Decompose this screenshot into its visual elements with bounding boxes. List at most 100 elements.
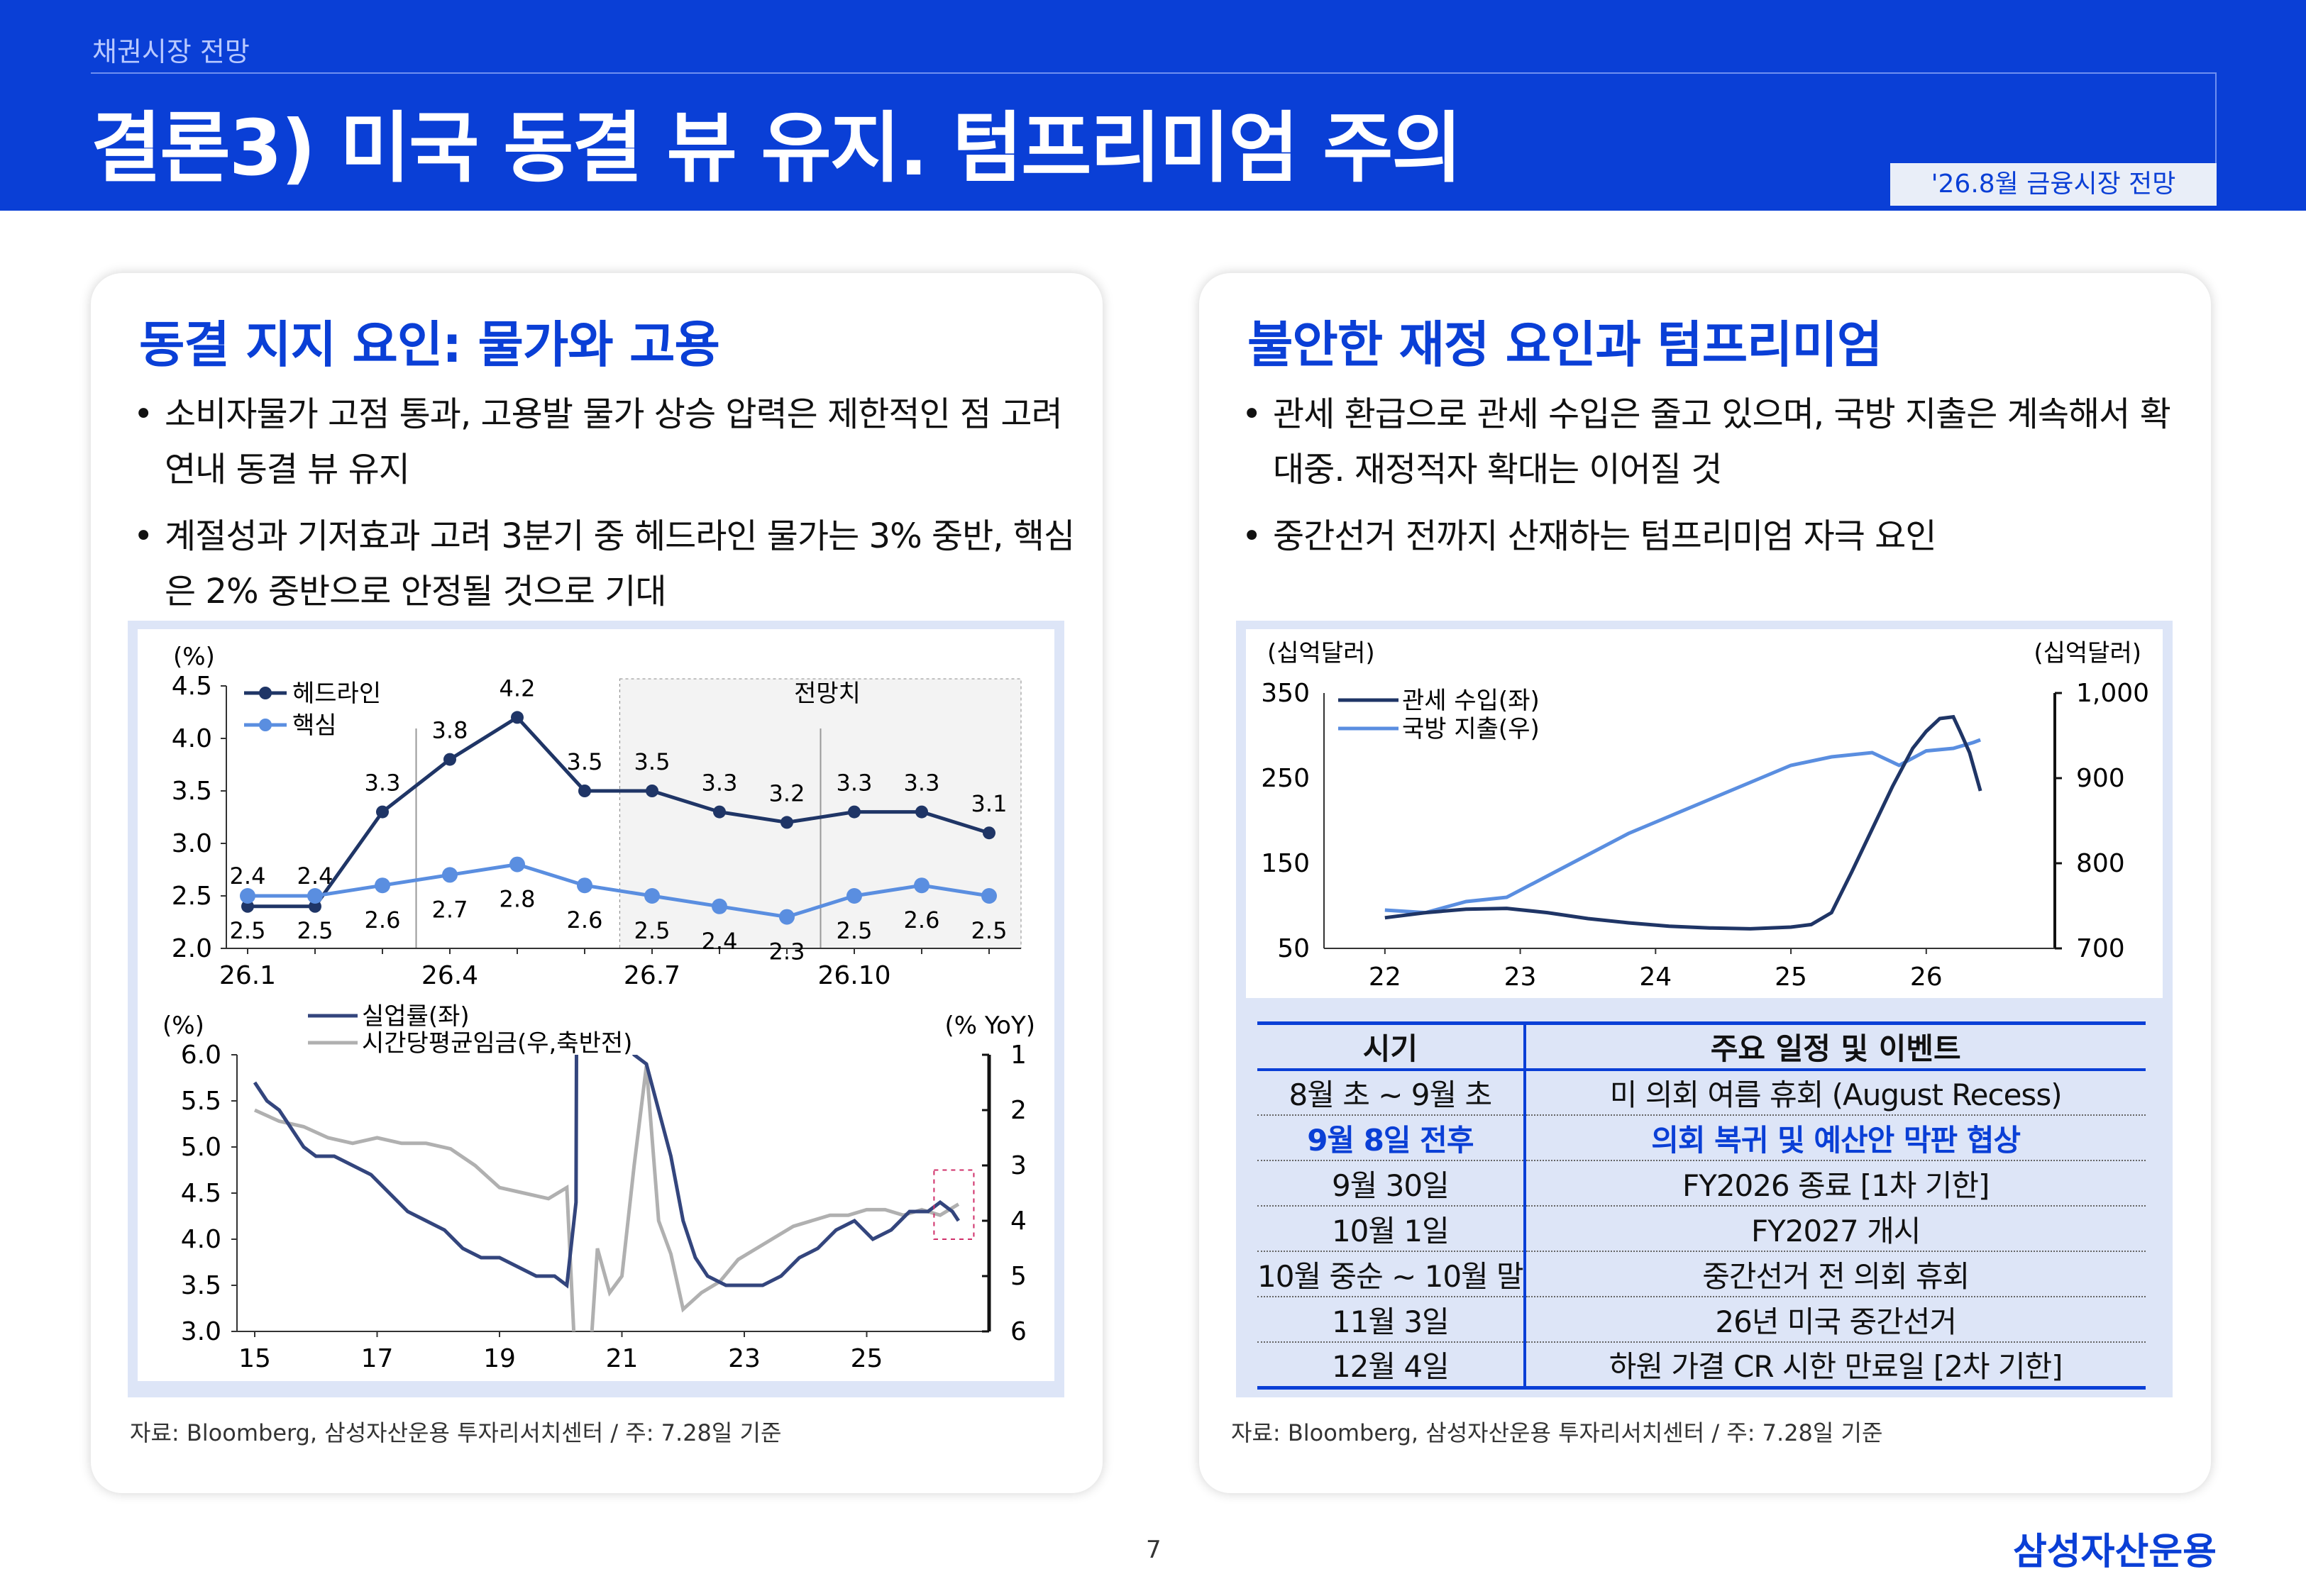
series-line-0: [248, 715, 990, 909]
fiscal-chart: (십억달러) (십억달러) 350 250 150 50 1,000 900 800 700 22 2…: [1261, 639, 2149, 992]
data-label: 3.5: [567, 748, 603, 775]
left-panel-title: 동결 지지 요인: 물가와 고용: [139, 316, 720, 374]
data-point: [577, 877, 592, 894]
schedule-row: 10월 중순 ~ 10월 말 중간선거 전 의회 휴회: [1257, 1251, 2146, 1297]
data-point: [779, 909, 795, 925]
y-tick-label-right: 1: [1010, 1041, 1027, 1070]
schedule-date: 10월 1일: [1257, 1206, 1526, 1252]
y-tick-label-left: 6.0: [181, 1041, 221, 1070]
y-tick-label-left: 3.0: [181, 1317, 221, 1346]
x-tick-label: 25: [851, 1344, 883, 1373]
schedule-row: 10월 1일 FY2027 개시: [1257, 1206, 2146, 1252]
data-label: 3.8: [432, 717, 468, 744]
y-tick-label: 2.0: [172, 934, 212, 963]
x-tick-label: 23: [1504, 963, 1537, 992]
right-chart-area: (십억달러) (십억달러) 350 250 150 50 1,000 900 800 700 22 2…: [1236, 621, 2173, 1397]
y-tick-label-right: 900: [2076, 764, 2125, 793]
right-chart-inner: (십억달러) (십억달러) 350 250 150 50 1,000 900 800 700 22 2…: [1246, 629, 2163, 998]
section-label: 채권시장 전망: [92, 36, 250, 67]
data-label: 2.3: [769, 938, 805, 965]
y-axis-left-unit: (십억달러): [1267, 639, 1375, 667]
schedule-date: 9월 30일: [1257, 1160, 1526, 1207]
data-point: [509, 856, 525, 872]
company-logo: 삼성자산운용: [2012, 1531, 2217, 1573]
schedule-date: 9월 8일 전후: [1257, 1115, 1526, 1161]
y-axis-right-unit: (십억달러): [2034, 639, 2141, 667]
data-label: 3.1: [971, 790, 1008, 817]
data-point: [241, 899, 254, 913]
report-tag: '26.8월 금융시장 전망: [1890, 163, 2217, 206]
series-line-wages: [253, 1065, 960, 1331]
data-label: 2.5: [837, 917, 873, 944]
legend-label: 핵심: [292, 711, 337, 740]
legend-label: 시간당평균임금(우,축반전): [362, 1029, 632, 1058]
y-tick-label-left: 250: [1261, 764, 1310, 793]
schedule-row: 11월 3일 26년 미국 중간선거: [1257, 1297, 2146, 1343]
y-tick-label-left: 4.0: [181, 1225, 221, 1254]
x-tick-label: 17: [361, 1344, 394, 1373]
data-point: [914, 877, 929, 894]
data-point: [442, 867, 458, 883]
page-number: 7: [1146, 1536, 1162, 1564]
legend-marker: [259, 687, 272, 699]
legend-label: 국방 지출(우): [1402, 715, 1540, 743]
x-tick-label: 24: [1639, 963, 1672, 992]
data-point: [375, 877, 390, 894]
x-tick-label: 23: [728, 1344, 761, 1373]
data-point: [981, 888, 997, 904]
data-label: 2.4: [702, 928, 738, 955]
schedule-header-event: 주요 일정 및 이벤트: [1524, 1021, 2146, 1071]
data-point: [644, 888, 660, 904]
data-label: 3.3: [837, 770, 873, 797]
bullet-item: 관세 환급으로 관세 수입은 줄고 있으며, 국방 지출은 계속해서 확대중. …: [1242, 387, 2185, 497]
data-label: 3.3: [904, 770, 940, 797]
data-label: 2.5: [297, 917, 333, 944]
y-tick-label-right: 1,000: [2076, 679, 2149, 708]
y-tick-label-left: 150: [1261, 849, 1310, 878]
data-point: [511, 711, 524, 724]
schedule-event: FY2027 개시: [1524, 1206, 2146, 1252]
legend-label: 관세 수입(좌): [1402, 687, 1540, 715]
data-label: 2.7: [432, 896, 468, 923]
left-chart-inner: 전망치 (%) 4.5 4.0 3.5 3.0 2.5 2.0 26.1 26.4 26.7 26.1…: [138, 629, 1054, 1381]
series-line-unemployment: [253, 1055, 960, 1289]
header-rule-vertical: [2215, 72, 2217, 165]
y-tick-label-right: 3: [1010, 1151, 1027, 1180]
data-label: 3.3: [702, 770, 738, 797]
legend-label: 실업률(좌): [362, 1002, 470, 1031]
data-point: [309, 899, 321, 913]
data-label: 3.5: [634, 748, 671, 775]
data-label: 3.2: [769, 780, 805, 807]
data-point: [915, 805, 928, 819]
data-point: [983, 826, 995, 840]
x-tick-label: 26.4: [421, 961, 478, 990]
y-axis-unit: (%): [173, 643, 215, 671]
data-point: [713, 805, 726, 819]
x-tick-label: 26.10: [817, 961, 890, 990]
y-tick-label: 2.5: [172, 882, 212, 911]
y-tick-label-right: 700: [2076, 934, 2125, 963]
plot-lines: [253, 1055, 960, 1331]
y-tick-label-left: 350: [1261, 679, 1310, 708]
y-tick-label-left: 50: [1277, 934, 1310, 963]
x-tick-label: 26: [1910, 963, 1943, 992]
y-axis-left-unit: (%): [162, 1012, 204, 1040]
right-panel: 불안한 재정 요인과 텀프리미엄 관세 환급으로 관세 수입은 줄고 있으며, …: [1199, 273, 2211, 1493]
y-tick-label: 3.5: [172, 777, 212, 806]
data-point: [712, 898, 727, 914]
left-source-note: 자료: Bloomberg, 삼성자산운용 투자리서치센터 / 주: 7.28일…: [130, 1419, 782, 1446]
schedule-header-date: 시기: [1257, 1021, 1526, 1071]
schedule-row: 12월 4일 하원 가결 CR 시한 만료일 [2차 기한]: [1257, 1342, 2146, 1390]
header-banner: 채권시장 전망 결론3) 미국 동결 뷰 유지. 텀프리미엄 주의 '26.8월…: [0, 0, 2306, 211]
schedule-date: 11월 3일: [1257, 1297, 1526, 1343]
data-label: 2.5: [971, 917, 1008, 944]
right-bullets: 관세 환급으로 관세 수입은 줄고 있으며, 국방 지출은 계속해서 확대중. …: [1242, 387, 2185, 575]
data-point: [307, 888, 323, 904]
y-tick-label: 4.5: [172, 672, 212, 701]
bullet-item: 계절성과 기저효과 고려 3분기 중 헤드라인 물가는 3% 중반, 핵심은 2…: [133, 509, 1077, 619]
y-tick-label: 4.0: [172, 724, 212, 753]
schedule-row: 9월 8일 전후 의회 복귀 및 예산안 막판 협상: [1257, 1115, 2146, 1161]
x-tick-label: 22: [1369, 963, 1401, 992]
